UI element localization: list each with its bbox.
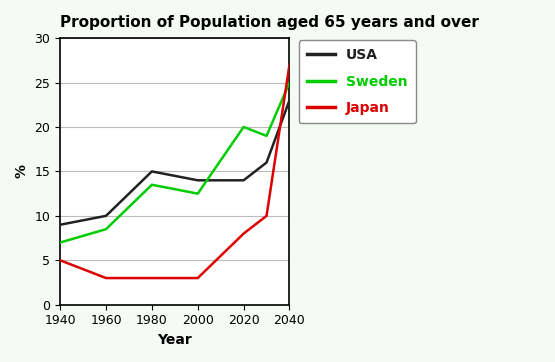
USA xyxy=(57,223,63,227)
Text: Proportion of Population aged 65 years and over: Proportion of Population aged 65 years a… xyxy=(60,15,479,30)
Sweden xyxy=(57,240,63,245)
Line: USA: USA xyxy=(60,100,290,225)
X-axis label: Year: Year xyxy=(158,333,192,347)
Line: Japan: Japan xyxy=(60,65,290,278)
Japan xyxy=(286,63,293,67)
Line: Sweden: Sweden xyxy=(60,83,290,243)
USA xyxy=(149,169,155,174)
USA xyxy=(240,178,247,182)
Sweden xyxy=(286,80,293,85)
Sweden xyxy=(263,134,270,138)
USA xyxy=(171,174,178,178)
USA xyxy=(263,160,270,165)
Japan xyxy=(194,276,201,280)
Japan xyxy=(103,276,109,280)
Sweden xyxy=(194,191,201,196)
Y-axis label: %: % xyxy=(15,164,29,178)
Sweden xyxy=(149,182,155,187)
Sweden xyxy=(171,187,178,191)
Japan xyxy=(171,276,178,280)
Japan xyxy=(57,258,63,262)
Japan xyxy=(149,276,155,280)
Japan xyxy=(263,214,270,218)
Sweden xyxy=(240,125,247,129)
Legend: USA, Sweden, Japan: USA, Sweden, Japan xyxy=(299,40,416,123)
USA xyxy=(103,214,109,218)
USA xyxy=(286,98,293,102)
USA xyxy=(194,178,201,182)
Sweden xyxy=(103,227,109,231)
Japan xyxy=(240,231,247,236)
